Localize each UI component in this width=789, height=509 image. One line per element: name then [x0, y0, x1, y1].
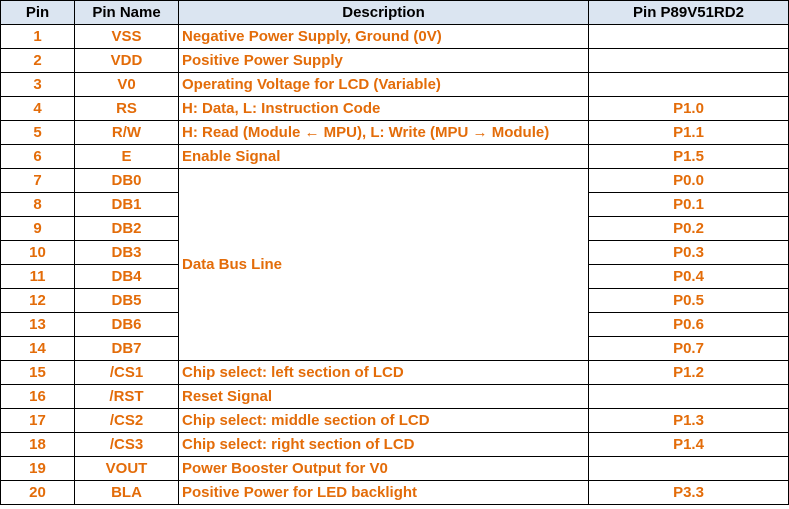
table-row: 20 BLA Positive Power for LED backlight … — [0, 480, 789, 505]
pin-port: P0.0 — [588, 168, 789, 193]
pin-name: /RST — [74, 384, 179, 409]
pin-number: 12 — [0, 288, 75, 313]
pin-name: DB0 — [74, 168, 179, 193]
pin-port: P0.5 — [588, 288, 789, 313]
pin-description: Reset Signal — [178, 384, 589, 409]
pin-port — [588, 24, 789, 49]
table-row: 6 E Enable Signal P1.5 — [0, 144, 789, 169]
pin-number: 7 — [0, 168, 75, 193]
pin-name: /CS1 — [74, 360, 179, 385]
header-port: Pin P89V51RD2 — [588, 0, 789, 25]
table-row: 14 DB7 P0.7 — [0, 336, 789, 361]
pin-port: P0.2 — [588, 216, 789, 241]
table-row: 13 DB6 P0.6 — [0, 312, 789, 337]
pin-port: P3.3 — [588, 480, 789, 505]
pin-description: H: Read (Module ← MPU), L: Write (MPU → … — [178, 120, 589, 145]
pin-name: DB7 — [74, 336, 179, 361]
pin-name: DB1 — [74, 192, 179, 217]
pin-number: 4 — [0, 96, 75, 121]
pin-number: 6 — [0, 144, 75, 169]
pin-name: DB2 — [74, 216, 179, 241]
table-row: 8 DB1 P0.1 — [0, 192, 789, 217]
pin-port — [588, 456, 789, 481]
pin-name: DB4 — [74, 264, 179, 289]
pin-description: Positive Power Supply — [178, 48, 589, 73]
pin-port: P0.6 — [588, 312, 789, 337]
pin-number: 9 — [0, 216, 75, 241]
pin-description: Positive Power for LED backlight — [178, 480, 589, 505]
pin-name: E — [74, 144, 179, 169]
pin-number: 8 — [0, 192, 75, 217]
table-row: 10 DB3 P0.3 — [0, 240, 789, 265]
pin-number: 11 — [0, 264, 75, 289]
pin-port — [588, 48, 789, 73]
pin-description: Enable Signal — [178, 144, 589, 169]
pin-number: 17 — [0, 408, 75, 433]
table-row: 4 RS H: Data, L: Instruction Code P1.0 — [0, 96, 789, 121]
pin-description: Negative Power Supply, Ground (0V) — [178, 24, 589, 49]
pin-description: Chip select: right section of LCD — [178, 432, 589, 457]
table-row: 5 R/W H: Read (Module ← MPU), L: Write (… — [0, 120, 789, 145]
pin-port: P0.3 — [588, 240, 789, 265]
pin-number: 18 — [0, 432, 75, 457]
pin-port: P1.0 — [588, 96, 789, 121]
pin-name: DB5 — [74, 288, 179, 313]
pin-name: R/W — [74, 120, 179, 145]
pin-description: Power Booster Output for V0 — [178, 456, 589, 481]
pin-number: 20 — [0, 480, 75, 505]
pin-port: P1.2 — [588, 360, 789, 385]
pin-number: 19 — [0, 456, 75, 481]
pin-port: P1.3 — [588, 408, 789, 433]
table-row: 17 /CS2 Chip select: middle section of L… — [0, 408, 789, 433]
header-description: Description — [178, 0, 589, 25]
pin-number: 5 — [0, 120, 75, 145]
table-row: 19 VOUT Power Booster Output for V0 — [0, 456, 789, 481]
table-row: 16 /RST Reset Signal — [0, 384, 789, 409]
pin-name: /CS3 — [74, 432, 179, 457]
header-pin-name: Pin Name — [74, 0, 179, 25]
pin-number: 13 — [0, 312, 75, 337]
pin-number: 2 — [0, 48, 75, 73]
table-row: 3 V0 Operating Voltage for LCD (Variable… — [0, 72, 789, 97]
data-bus-description: Data Bus Line — [178, 168, 589, 361]
pin-name: DB3 — [74, 240, 179, 265]
pin-name: VOUT — [74, 456, 179, 481]
pin-port — [588, 72, 789, 97]
pin-name: RS — [74, 96, 179, 121]
pin-port: P1.5 — [588, 144, 789, 169]
pin-description: H: Data, L: Instruction Code — [178, 96, 589, 121]
pin-number: 16 — [0, 384, 75, 409]
pin-name: BLA — [74, 480, 179, 505]
pin-name: DB6 — [74, 312, 179, 337]
table-row: 18 /CS3 Chip select: right section of LC… — [0, 432, 789, 457]
pin-name: VSS — [74, 24, 179, 49]
pin-name: V0 — [74, 72, 179, 97]
pin-number: 15 — [0, 360, 75, 385]
pin-description: Chip select: left section of LCD — [178, 360, 589, 385]
pin-port: P0.4 — [588, 264, 789, 289]
pin-number: 10 — [0, 240, 75, 265]
table-row: 15 /CS1 Chip select: left section of LCD… — [0, 360, 789, 385]
pin-port — [588, 384, 789, 409]
pin-port: P1.4 — [588, 432, 789, 457]
pin-number: 14 — [0, 336, 75, 361]
pin-number: 1 — [0, 24, 75, 49]
header-row: Pin Pin Name Description Pin P89V51RD2 — [0, 0, 789, 25]
pin-number: 3 — [0, 72, 75, 97]
table-row: 7 DB0 Data Bus Line P0.0 — [0, 168, 789, 361]
pin-name: /CS2 — [74, 408, 179, 433]
header-pin: Pin — [0, 0, 75, 25]
table-row: 2 VDD Positive Power Supply — [0, 48, 789, 73]
pin-port: P0.1 — [588, 192, 789, 217]
pin-name: VDD — [74, 48, 179, 73]
table-row: 1 VSS Negative Power Supply, Ground (0V) — [0, 24, 789, 49]
pin-port: P0.7 — [588, 336, 789, 361]
pin-description: Chip select: middle section of LCD — [178, 408, 589, 433]
pin-port: P1.1 — [588, 120, 789, 145]
pin-description: Operating Voltage for LCD (Variable) — [178, 72, 589, 97]
